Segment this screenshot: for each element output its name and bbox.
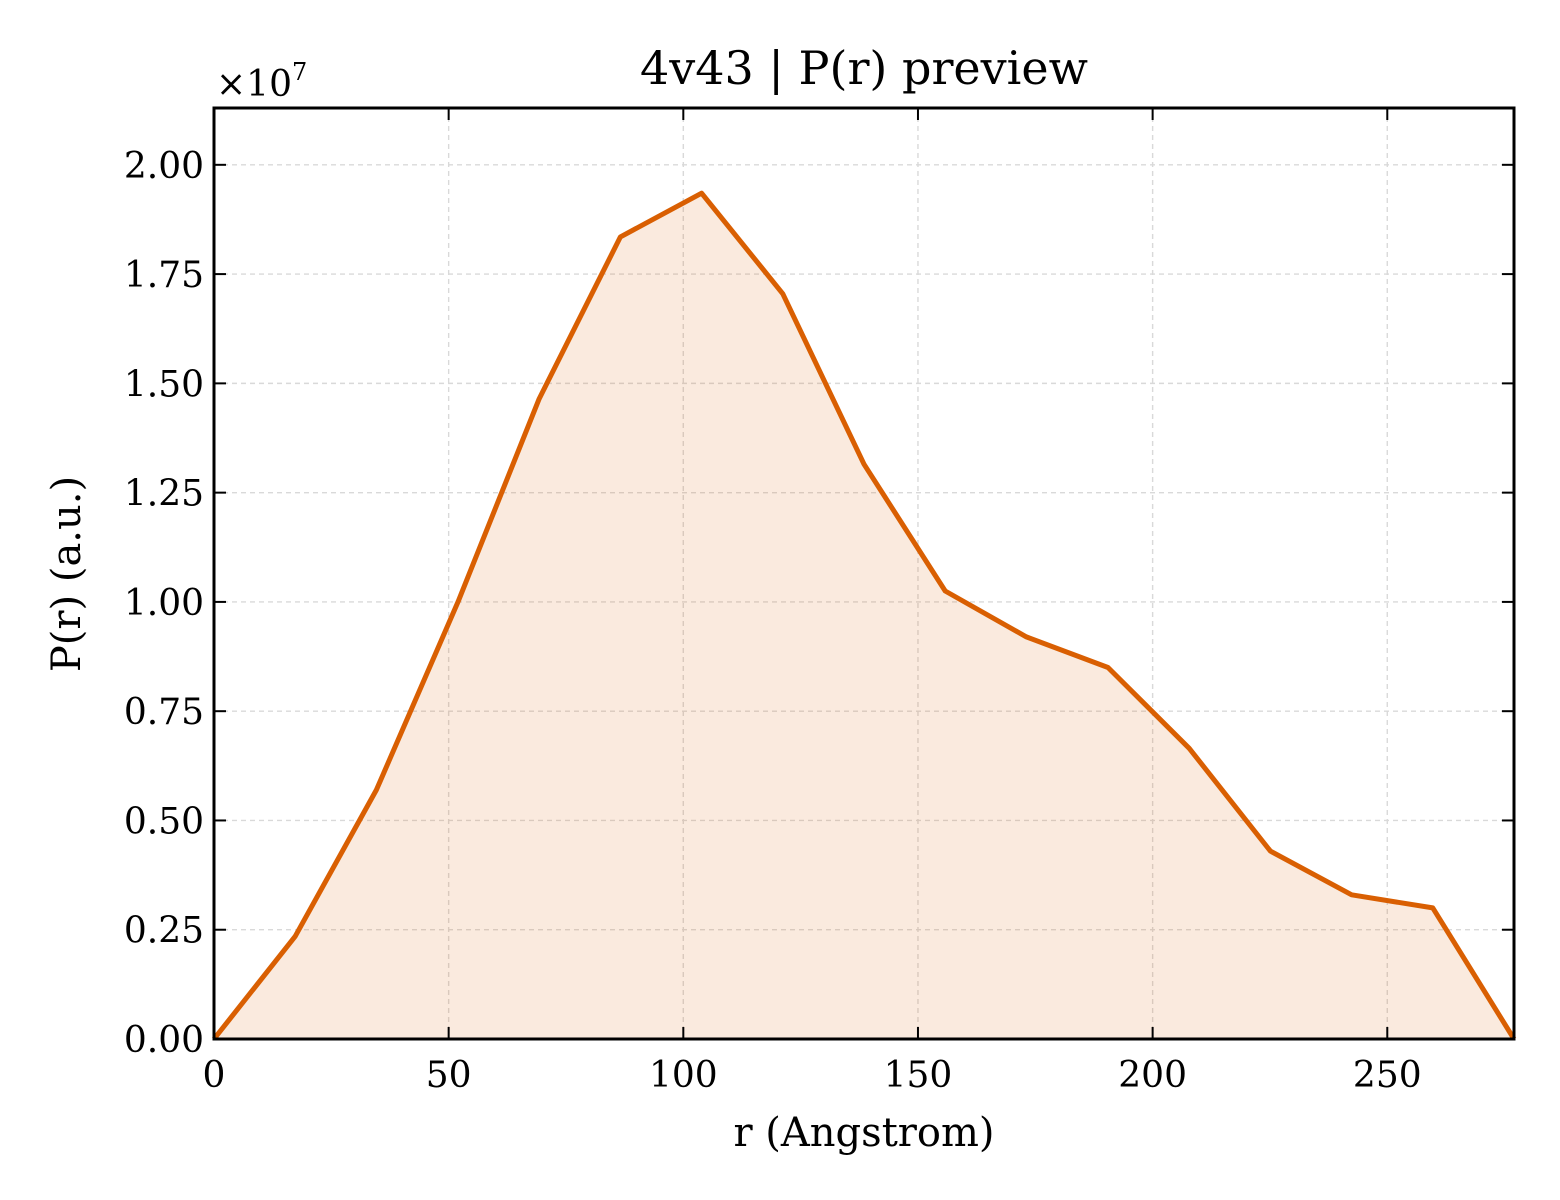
y-tick-label: 0.50 bbox=[124, 801, 204, 842]
y-tick-label: 0.00 bbox=[124, 1020, 204, 1061]
y-tick-label: 1.75 bbox=[124, 255, 204, 296]
series-area-fill bbox=[214, 193, 1514, 1039]
y-tick-label: 1.25 bbox=[124, 474, 204, 515]
x-tick-label: 150 bbox=[884, 1055, 953, 1096]
data-point bbox=[1351, 894, 1352, 895]
data-point bbox=[1108, 667, 1109, 668]
x-axis-label: r (Angstrom) bbox=[733, 1110, 994, 1156]
y-axis-label: P(r) (a.u.) bbox=[44, 476, 90, 672]
data-point bbox=[1189, 748, 1190, 749]
y-axis-multiplier-base: ×10 bbox=[216, 64, 292, 105]
y-axis-multiplier: ×107 bbox=[216, 58, 307, 105]
x-tick-label: 250 bbox=[1353, 1055, 1422, 1096]
axis-ticks bbox=[213, 108, 1514, 1040]
chart-title: 4v43 | P(r) preview bbox=[640, 41, 1088, 95]
data-point bbox=[539, 398, 540, 399]
data-point bbox=[701, 193, 702, 194]
data-point bbox=[620, 236, 621, 237]
y-tick-label: 0.75 bbox=[124, 692, 204, 733]
data-point bbox=[1432, 907, 1433, 908]
data-point bbox=[782, 293, 783, 294]
x-tick-label: 100 bbox=[649, 1055, 718, 1096]
plot-frame bbox=[212, 106, 1516, 1041]
y-tick-label: 2.00 bbox=[124, 146, 204, 187]
y-tick-label: 1.00 bbox=[124, 583, 204, 624]
y-tick-label: 1.50 bbox=[124, 364, 204, 405]
data-point bbox=[945, 590, 946, 591]
y-axis-multiplier-exponent: 7 bbox=[292, 58, 307, 86]
data-point bbox=[458, 601, 459, 602]
data-point bbox=[1270, 851, 1271, 852]
x-tick-label: 0 bbox=[203, 1055, 226, 1096]
x-tick-label: 200 bbox=[1118, 1055, 1187, 1096]
data-point bbox=[376, 789, 377, 790]
x-tick-label: 50 bbox=[426, 1055, 472, 1096]
tick-labels: 0 50 100 150 200 250 0.00 0.25 0.50 0.75 1.00 1.25 1… bbox=[124, 146, 1422, 1096]
y-tick-label: 0.25 bbox=[124, 911, 204, 952]
data-point bbox=[864, 464, 865, 465]
data-point bbox=[295, 936, 296, 937]
data-point bbox=[1026, 636, 1027, 637]
series-line bbox=[212, 190, 1517, 1041]
